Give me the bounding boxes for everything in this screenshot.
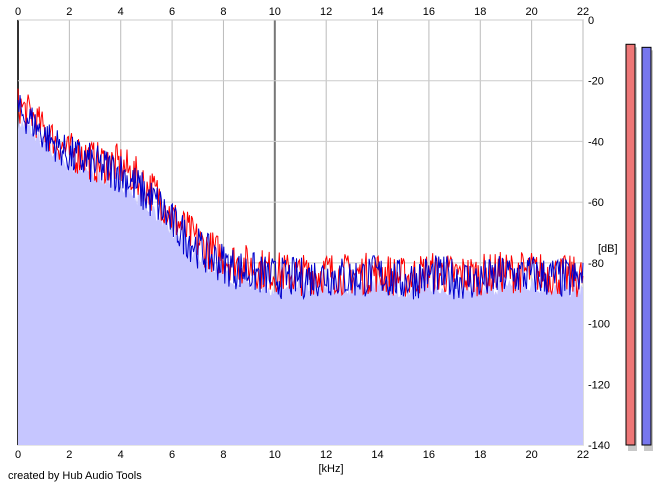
level-meter-0: [625, 43, 636, 446]
x-tick-top-8: 16: [423, 6, 435, 18]
x-tick-bottom-4: 8: [220, 449, 226, 461]
x-tick-bottom-2: 4: [118, 449, 124, 461]
credit-text: created by Hub Audio Tools: [8, 470, 142, 482]
x-tick-top-3: 6: [169, 6, 175, 18]
x-tick-bottom-1: 2: [66, 449, 72, 461]
spectrum-fill: [18, 113, 583, 445]
x-tick-top-6: 12: [320, 6, 332, 18]
series-lines: [17, 88, 584, 301]
x-tick-top-11: 22: [577, 6, 589, 18]
y-axis-label: [dB]: [598, 243, 618, 255]
level-meters: [625, 43, 653, 452]
x-tick-top-7: 14: [371, 6, 383, 18]
x-tick-top-1: 2: [66, 6, 72, 18]
y-tick-2: -40: [588, 136, 604, 148]
x-tick-bottom-8: 16: [423, 449, 435, 461]
y-ticks: 0 -20 -40 -60 -80 -100 -120 -140: [588, 15, 610, 452]
x-tick-bottom-0: 0: [15, 449, 21, 461]
y-tick-3: -60: [588, 197, 604, 209]
x-tick-bottom-7: 14: [371, 449, 383, 461]
y-tick-1: -20: [588, 76, 604, 88]
x-tick-top-9: 18: [474, 6, 486, 18]
x-tick-top-0: 0: [15, 6, 21, 18]
x-tick-top-10: 20: [526, 6, 538, 18]
y-tick-6: -120: [588, 379, 610, 391]
x-tick-bottom-9: 18: [474, 449, 486, 461]
x-axis-label: [kHz]: [318, 463, 343, 475]
x-tick-bottom-10: 20: [526, 449, 538, 461]
y-tick-4: -80: [588, 258, 604, 270]
x-ticks-top: 0 2 4 6 8 10 12 14 16 18 20 22: [15, 6, 589, 18]
x-ticks-bottom: 0 2 4 6 8 10 12 14 16 18 20 22: [15, 449, 589, 461]
x-tick-top-4: 8: [220, 6, 226, 18]
x-tick-top-2: 4: [118, 6, 124, 18]
x-tick-bottom-6: 12: [320, 449, 332, 461]
y-tick-0: 0: [588, 15, 594, 27]
y-tick-7: -140: [588, 440, 610, 452]
y-tick-5: -100: [588, 319, 610, 331]
level-meter-1: [641, 46, 652, 446]
x-tick-bottom-11: 22: [577, 449, 589, 461]
x-tick-top-5: 10: [269, 6, 281, 18]
series-line-1: [17, 95, 584, 301]
x-tick-bottom-3: 6: [169, 449, 175, 461]
x-tick-bottom-5: 10: [269, 449, 281, 461]
